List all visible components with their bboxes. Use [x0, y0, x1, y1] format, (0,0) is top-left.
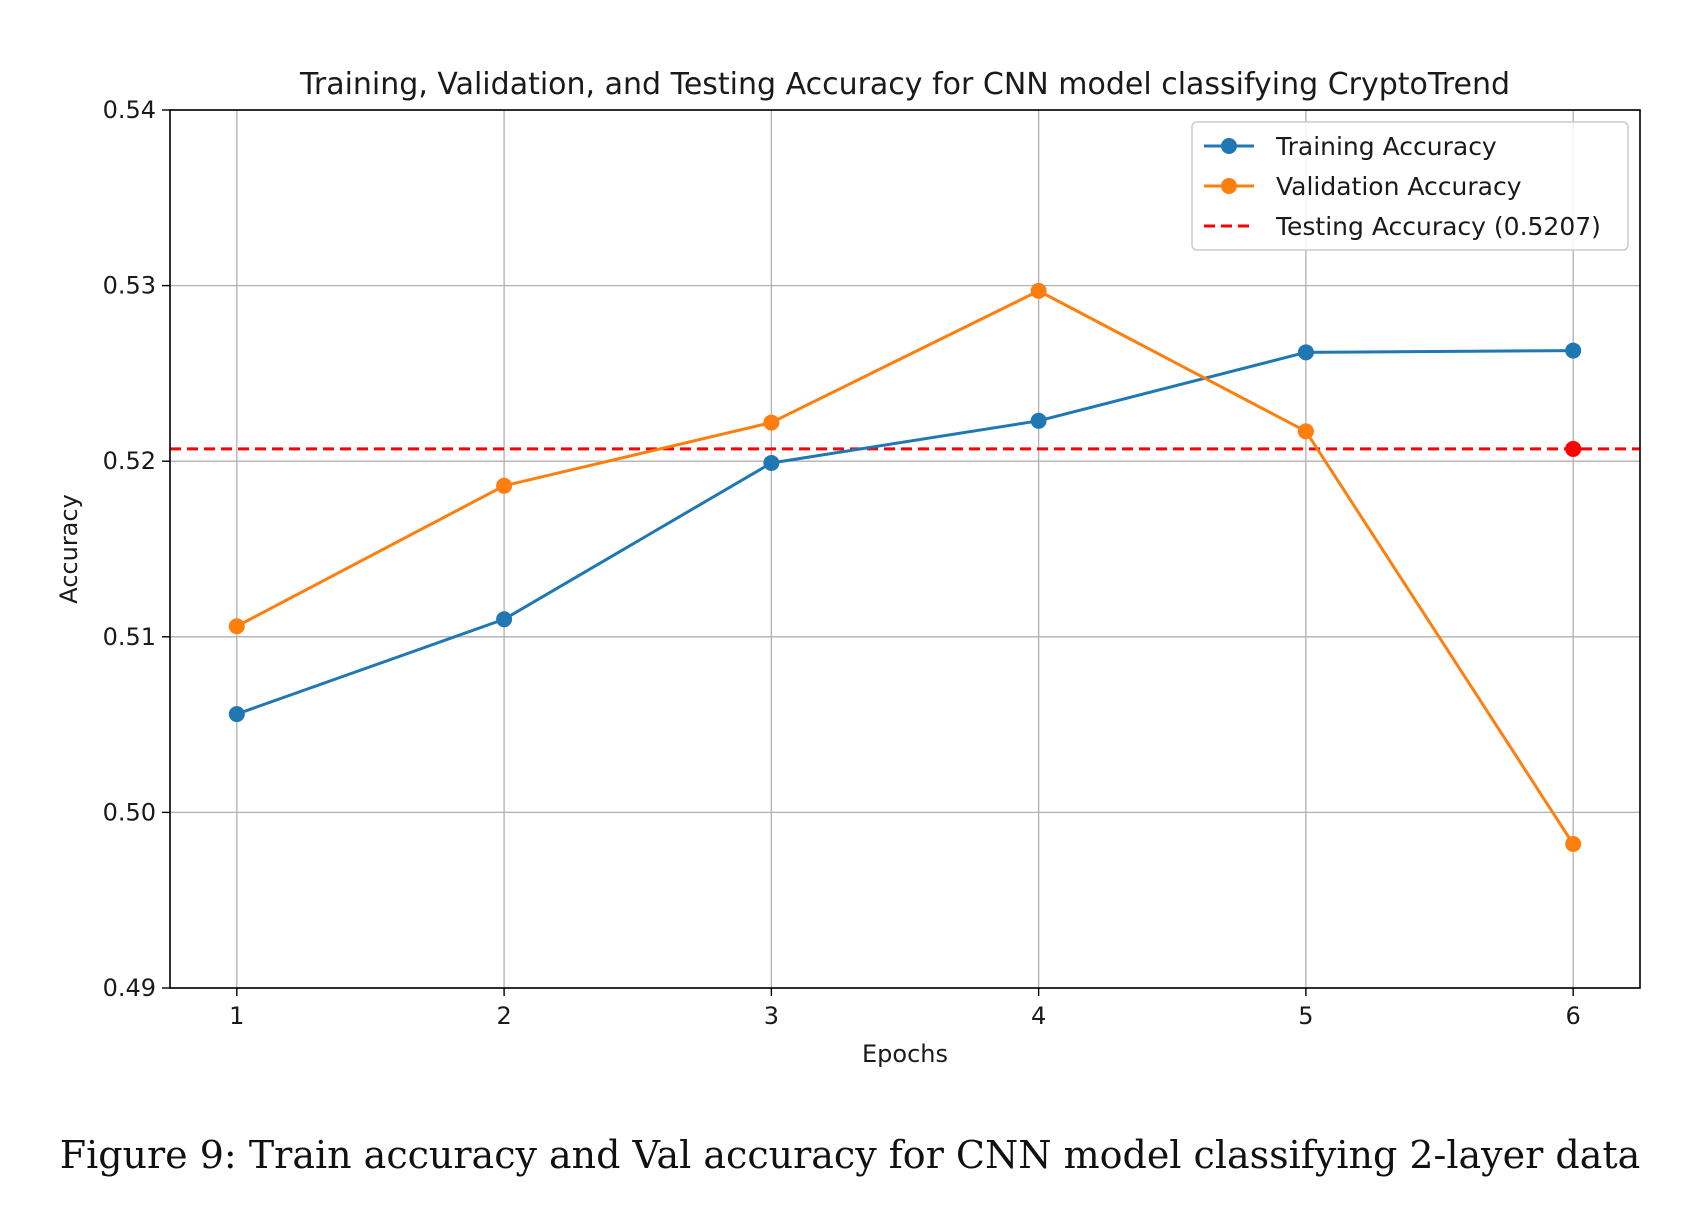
- legend-training-marker: [1221, 138, 1237, 154]
- validation-accuracy-point: [1297, 423, 1314, 440]
- validation-accuracy-point: [763, 414, 780, 431]
- x-tick-label: 2: [496, 1002, 511, 1030]
- legend: Training Accuracy Validation Accuracy Te…: [1191, 121, 1629, 251]
- axis-layer: 1 2 3 4 5 6 0.49 0.50 0.51 0.52 0.53 0.54: [103, 96, 1581, 1030]
- legend-training-label: Training Accuracy: [1275, 132, 1497, 161]
- training-accuracy-point: [496, 611, 513, 628]
- accuracy-line-chart: 1 2 3 4 5 6 0.49 0.50 0.51 0.52 0.53 0.54 Training,…: [55, 67, 1641, 1068]
- training-accuracy-point: [228, 706, 245, 723]
- y-tick-label: 0.53: [103, 272, 156, 300]
- validation-accuracy-point: [228, 618, 245, 635]
- plot-frame: [169, 109, 1641, 989]
- legend-validation-marker: [1221, 178, 1237, 194]
- chart-title: Training, Validation, and Testing Accura…: [299, 67, 1510, 102]
- training-accuracy-point: [1565, 342, 1582, 359]
- x-tick-label: 4: [1031, 1002, 1046, 1030]
- validation-accuracy-point: [1030, 282, 1047, 299]
- training-accuracy-point: [1297, 344, 1314, 361]
- reference-layer: [170, 440, 1640, 457]
- validation-accuracy-line: [236, 289, 1575, 845]
- y-tick-label: 0.49: [103, 974, 156, 1002]
- legend-testing-label: Testing Accuracy (0.5207): [1275, 212, 1601, 241]
- legend-frame: [1191, 121, 1629, 251]
- x-tick-label: 1: [229, 1002, 244, 1030]
- x-tick-label: 5: [1298, 1002, 1313, 1030]
- figure-caption: Figure 9: Train accuracy and Val accurac…: [59, 1133, 1641, 1177]
- y-axis-label: Accuracy: [55, 494, 83, 604]
- y-tick-label: 0.54: [103, 96, 156, 124]
- validation-accuracy-point: [496, 477, 513, 494]
- legend-validation-label: Validation Accuracy: [1276, 172, 1522, 201]
- x-tick-label: 6: [1566, 1002, 1581, 1030]
- training-accuracy-point: [1030, 412, 1047, 429]
- x-axis-label: Epochs: [862, 1040, 948, 1068]
- series-layer: [228, 282, 1582, 853]
- training-accuracy-point: [763, 454, 780, 471]
- x-tick-label: 3: [764, 1002, 779, 1030]
- testing-accuracy-marker: [1565, 440, 1582, 457]
- y-tick-label: 0.52: [103, 447, 156, 475]
- validation-accuracy-point: [1565, 836, 1582, 853]
- y-tick-label: 0.51: [103, 623, 156, 651]
- y-tick-label: 0.50: [103, 798, 156, 826]
- training-accuracy-line: [236, 349, 1574, 716]
